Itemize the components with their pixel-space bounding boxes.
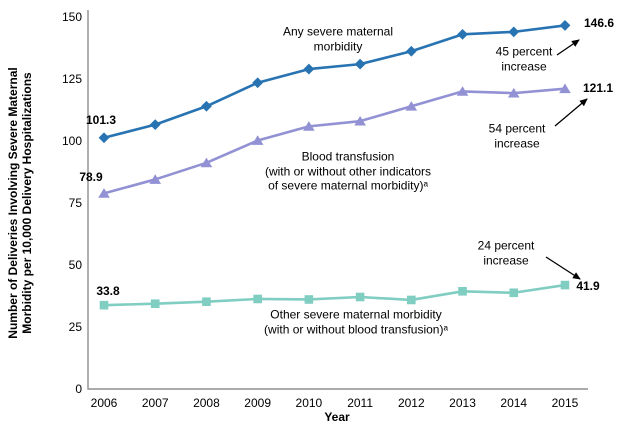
x-tick-label: 2007	[141, 396, 169, 410]
data-point-marker	[304, 295, 314, 304]
y-tick-label: 25	[68, 320, 82, 334]
data-point-marker	[405, 45, 417, 57]
data-point-marker	[355, 292, 365, 302]
x-axis-title: Year	[324, 410, 350, 424]
data-point-marker	[457, 28, 468, 40]
data-point-marker	[201, 100, 212, 112]
data-point-marker	[202, 297, 211, 307]
y-tick-label: 150	[61, 10, 82, 24]
data-label-other-2006: 33.8	[96, 284, 120, 298]
data-point-marker	[99, 300, 109, 310]
x-tick-label: 2008	[193, 396, 220, 410]
x-tick-label: 2006	[90, 396, 118, 410]
data-point-marker	[560, 280, 570, 290]
y-tick-label: 50	[68, 258, 82, 272]
data-point-marker	[456, 86, 469, 96]
x-tick-label: 2014	[500, 396, 528, 410]
data-point-marker	[98, 188, 110, 198]
data-point-marker	[253, 294, 262, 304]
x-tick-label: 2012	[397, 396, 425, 410]
x-tick-label: 2010	[295, 396, 323, 410]
annotation-45-percent-increase: 45 percent increase	[495, 44, 553, 74]
data-point-marker	[507, 87, 520, 98]
arrow-24-percent	[545, 256, 581, 280]
data-point-marker	[251, 135, 264, 145]
arrow-45-percent	[556, 39, 580, 56]
x-tick-label: 2009	[244, 396, 271, 410]
data-point-marker	[252, 77, 264, 89]
data-point-marker	[509, 288, 519, 298]
series-line-0	[102, 24, 567, 140]
data-point-marker	[407, 295, 416, 305]
y-tick-label: 125	[61, 72, 82, 86]
y-tick-label: 100	[61, 134, 82, 148]
data-point-marker	[303, 121, 315, 131]
series-line-2	[102, 283, 567, 307]
axis-lines	[87, 10, 588, 390]
series-line-1	[102, 87, 567, 195]
data-point-marker	[149, 119, 161, 131]
data-point-marker	[98, 132, 110, 144]
data-point-marker	[149, 174, 162, 184]
data-label-other-2015: 41.9	[576, 279, 600, 293]
data-point-marker	[354, 58, 366, 70]
data-point-marker	[354, 115, 366, 126]
x-tick-label: 2015	[551, 396, 579, 410]
arrow-54-percent	[554, 98, 588, 127]
data-point-marker	[405, 101, 418, 111]
annotation-other-severe-maternal-morbidity: Other severe maternal morbidity (with or…	[264, 307, 448, 337]
data-label-blood-2015: 121.1	[582, 81, 614, 95]
data-point-marker	[559, 83, 571, 94]
data-label-any-2015: 146.6	[583, 16, 615, 30]
x-tick-label: 2011	[347, 396, 373, 410]
data-label-blood-2006: 78.9	[79, 170, 103, 184]
data-point-marker	[303, 63, 315, 75]
annotation-blood-transfusion: Blood transfusion (with or without other…	[264, 149, 432, 193]
y-tick-label: 75	[68, 196, 82, 210]
data-point-marker	[508, 26, 520, 38]
data-point-marker	[150, 299, 160, 308]
x-tick-label: 2013	[449, 396, 476, 410]
data-label-any-2006: 101.3	[85, 113, 117, 127]
data-point-marker	[200, 157, 213, 168]
data-point-marker	[458, 286, 467, 296]
annotation-any-severe-maternal-morbidity: Any severe maternal morbidity	[282, 24, 394, 54]
data-point-marker	[559, 20, 571, 31]
annotation-24-percent-increase: 24 percent increase	[477, 238, 535, 268]
y-tick-label: 0	[75, 382, 82, 396]
annotation-54-percent-increase: 54 percent increase	[488, 121, 546, 151]
